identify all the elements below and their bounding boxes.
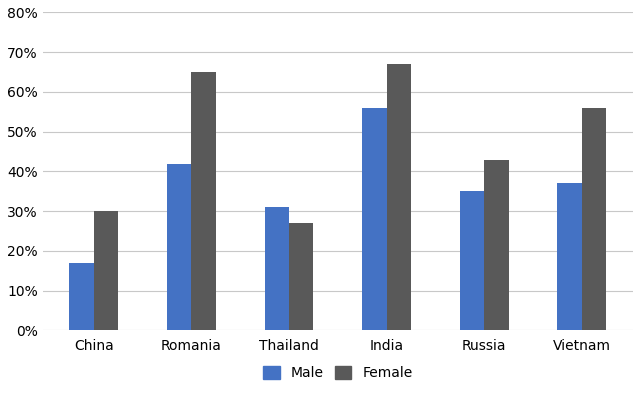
Legend: Male, Female: Male, Female bbox=[256, 359, 420, 387]
Bar bbox=[191, 72, 216, 330]
Bar bbox=[167, 164, 191, 330]
Bar bbox=[289, 223, 314, 330]
Bar bbox=[94, 211, 118, 330]
Bar bbox=[582, 108, 606, 330]
Bar bbox=[69, 263, 94, 330]
Bar bbox=[387, 64, 411, 330]
Bar bbox=[557, 183, 582, 330]
Bar bbox=[264, 207, 289, 330]
Bar bbox=[484, 160, 509, 330]
Bar bbox=[362, 108, 387, 330]
Bar bbox=[460, 191, 484, 330]
